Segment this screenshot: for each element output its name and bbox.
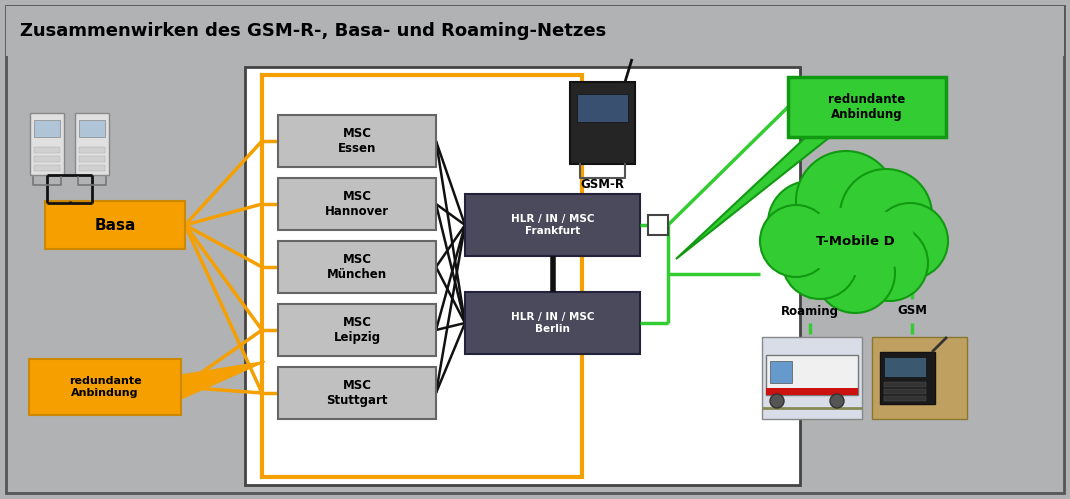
Text: T-Mobile D: T-Mobile D: [815, 235, 895, 248]
Bar: [884, 357, 926, 377]
Bar: [884, 389, 926, 394]
Bar: [278, 178, 435, 230]
Text: Zusammenwirken des GSM-R-, Basa- und Roaming-Netzes: Zusammenwirken des GSM-R-, Basa- und Roa…: [20, 22, 607, 40]
Text: Roaming: Roaming: [781, 304, 839, 317]
Bar: [30, 113, 64, 175]
Bar: [45, 201, 185, 249]
Bar: [570, 82, 635, 164]
Ellipse shape: [795, 207, 915, 275]
Bar: [262, 75, 582, 477]
Text: Basa: Basa: [94, 218, 136, 233]
Bar: [884, 396, 926, 401]
Text: MSC
Hannover: MSC Hannover: [325, 190, 389, 218]
Text: MSC
Leipzig: MSC Leipzig: [334, 316, 381, 344]
Bar: [278, 367, 435, 419]
Bar: [79, 147, 105, 153]
Circle shape: [796, 151, 896, 251]
Bar: [872, 337, 967, 419]
Bar: [770, 361, 792, 383]
Text: MSC
München: MSC München: [327, 253, 387, 281]
Bar: [75, 113, 109, 175]
Circle shape: [872, 203, 948, 279]
Bar: [278, 115, 435, 167]
Bar: [648, 215, 668, 235]
Bar: [880, 352, 935, 404]
Bar: [34, 147, 60, 153]
Bar: [79, 165, 105, 171]
Bar: [34, 165, 60, 171]
Polygon shape: [181, 361, 265, 399]
Bar: [465, 292, 640, 354]
Bar: [79, 156, 105, 162]
Text: MSC
Stuttgart: MSC Stuttgart: [326, 379, 387, 407]
Circle shape: [782, 223, 858, 299]
Circle shape: [840, 169, 932, 261]
Circle shape: [768, 181, 852, 265]
Circle shape: [760, 205, 832, 277]
Bar: [884, 382, 926, 387]
Bar: [79, 120, 105, 137]
Circle shape: [830, 394, 844, 408]
Bar: [766, 388, 858, 395]
Text: HLR / IN / MSC
Berlin: HLR / IN / MSC Berlin: [510, 312, 594, 334]
Text: redundante
Anbindung: redundante Anbindung: [828, 93, 905, 121]
Bar: [34, 156, 60, 162]
Bar: [766, 355, 858, 395]
Bar: [788, 77, 946, 137]
Bar: [34, 120, 60, 137]
Bar: [762, 337, 862, 419]
Bar: [577, 94, 628, 122]
Circle shape: [852, 225, 928, 301]
Text: GSM: GSM: [897, 304, 927, 317]
Bar: [278, 241, 435, 293]
Polygon shape: [676, 137, 830, 259]
Circle shape: [770, 394, 784, 408]
Bar: [245, 67, 800, 485]
Text: redundante
Anbindung: redundante Anbindung: [68, 376, 141, 398]
Text: MSC
Essen: MSC Essen: [338, 127, 377, 155]
Bar: [278, 304, 435, 356]
Bar: [465, 194, 640, 256]
Bar: [6, 6, 1064, 56]
Text: HLR / IN / MSC
Frankfurt: HLR / IN / MSC Frankfurt: [510, 214, 594, 236]
Circle shape: [815, 233, 895, 313]
Text: GSM-R: GSM-R: [580, 178, 624, 191]
Bar: [29, 359, 181, 415]
